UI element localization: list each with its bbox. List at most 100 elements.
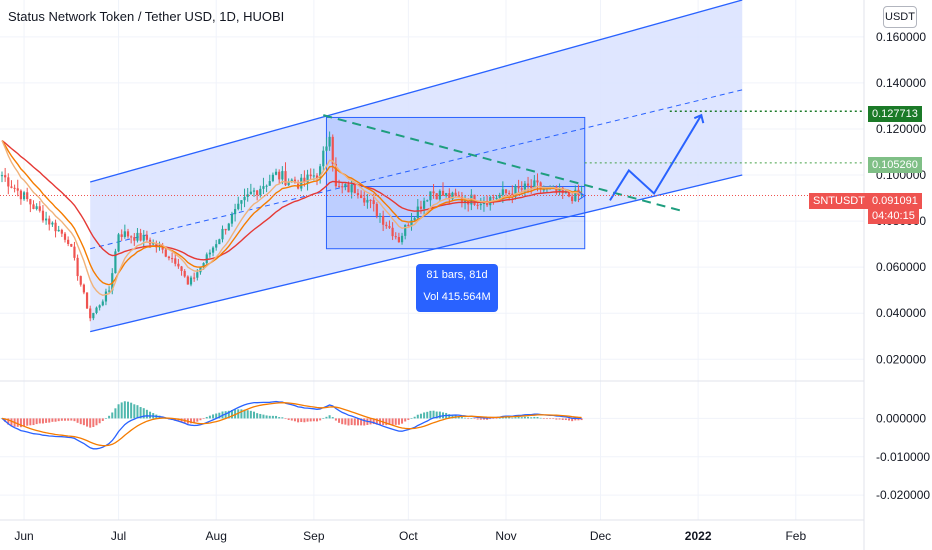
macd-histogram-bar [360,418,363,426]
candle [167,255,171,261]
macd-tick-label: -0.010000 [876,450,930,464]
macd-histogram-bar [4,418,7,422]
candle [278,169,281,184]
macd-histogram-bar [262,414,265,419]
macd-histogram-bar [133,404,136,419]
macd-histogram-bar [527,416,530,419]
candle [16,179,19,197]
candle [73,241,76,261]
price-tick-label: 0.060000 [876,260,926,274]
candle [249,183,252,195]
candle [95,306,98,315]
macd-histogram-bar [114,408,117,419]
macd-histogram-bar [334,418,337,421]
candle [218,238,221,245]
macd-histogram-bar [101,418,104,421]
macd-histogram-bar [230,410,233,419]
macd-histogram-bar [10,418,13,427]
macd-histogram-bar [111,412,114,419]
currency-button[interactable]: USDT [883,6,917,28]
candle [10,180,13,189]
candle [180,265,183,276]
macd-histogram-bar [464,417,467,419]
candle [230,211,234,227]
macd-histogram-bar [470,418,473,419]
macd-histogram-bar [32,418,35,426]
macd-histogram-bar [86,418,89,427]
macd-histogram-bar [429,410,432,419]
time-axis[interactable]: Jun Jul Aug Sep Oct Nov Dec 2022 Feb [14,529,806,543]
candle [164,247,167,258]
macd-histogram-bar [344,418,347,425]
candle [19,189,22,205]
candle [98,304,101,311]
candle [7,173,10,195]
last-price-tag: 0.091091 [868,193,922,209]
macd-histogram-bar [196,418,199,422]
candle [397,232,400,243]
candle [0,171,4,183]
macd-histogram-bar [564,418,567,421]
candle [92,312,95,321]
candle [186,275,189,285]
candle [221,225,224,243]
macd-histogram-bar [7,418,10,425]
macd-histogram-bar [95,418,98,426]
macd-histogram-bar [130,402,133,419]
macd-histogram-bar [375,418,378,425]
macd-histogram-bar [123,401,126,419]
candle [70,243,73,248]
macd-histogram-bar [328,415,331,419]
macd-histogram-bar [489,418,492,420]
candle [89,305,92,322]
candle [363,191,366,207]
candle [385,221,388,229]
candle [240,200,243,211]
countdown-tag: 04:40:15 [868,208,919,224]
macd-histogram-bar [268,415,271,419]
chart-title: Status Network Token / Tether USD, 1D, H… [8,9,285,24]
macd-histogram-bar [397,418,400,425]
candle [237,196,240,211]
macd-histogram-bar [416,414,419,419]
macd-histogram-bar [571,418,574,422]
macd-histogram-bar [199,418,202,421]
candle [337,179,341,188]
measure-arrow [578,191,586,201]
macd-histogram-bar [404,418,407,422]
price-tick-label: 0.020000 [876,352,926,366]
time-tick-label: Aug [206,529,227,543]
macd-histogram-bar [190,418,192,424]
macd-histogram-bar [341,418,344,425]
candle [259,185,262,198]
candle [454,188,457,197]
candle [423,197,426,216]
macd-histogram-bar [476,418,479,420]
macd-histogram-bar [290,418,293,421]
macd-histogram-bar [98,418,101,424]
candle [574,185,577,202]
macd-histogram-bar [391,418,394,426]
macd-histogram-bar [215,413,218,419]
candle [388,220,391,230]
macd-histogram-bar [120,402,123,419]
candle [224,228,227,235]
time-tick-label: Feb [785,529,806,543]
candle [325,137,328,152]
channel-lower-line [90,174,743,333]
candle [328,131,331,151]
macd-histogram-bar [139,407,142,419]
candle [57,225,60,232]
macd-histogram-bar [205,416,208,419]
macd-histogram-bar [482,418,485,420]
candle [274,168,278,176]
candle [193,272,196,282]
candle [322,146,325,171]
macd-histogram-bar [76,418,79,423]
candle [344,183,347,191]
price-axis[interactable]: 0.1600000.1400000.1200000.1000000.080000… [876,30,926,366]
macd-histogram-bar [539,417,542,419]
candle [79,275,82,287]
candle [35,203,38,211]
